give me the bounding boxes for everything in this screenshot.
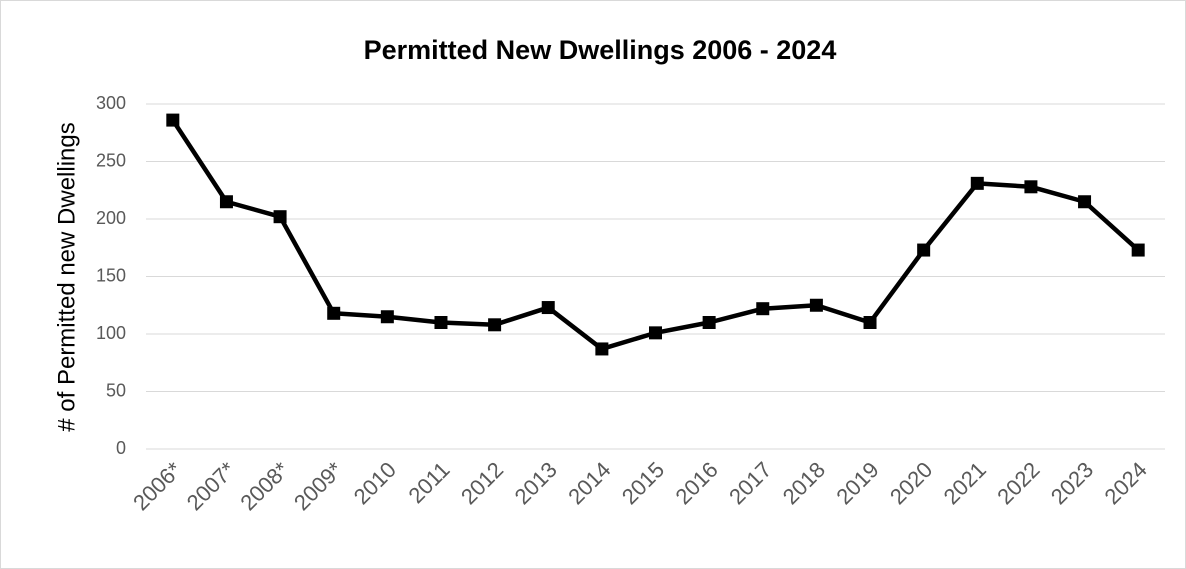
marker [917,243,931,257]
y-tick-label: 50 [106,380,126,400]
marker [702,316,716,329]
marker [488,318,502,332]
marker [1024,180,1038,194]
y-tick-label: 300 [96,93,126,113]
chart-title: Permitted New Dwellings 2006 - 2024 [364,35,837,65]
marker [595,342,609,356]
y-tick-label: 250 [96,150,126,170]
marker [219,195,233,209]
marker [166,113,180,127]
marker [649,326,662,340]
marker [970,176,984,190]
marker [327,306,341,320]
y-tick-label: 0 [116,438,126,458]
marker [863,316,877,329]
y-axis-label: # of Permitted new Dwellings [53,122,80,431]
y-tick-label: 200 [96,208,126,228]
y-tick-label: 100 [96,323,126,343]
marker [756,302,770,316]
marker [1131,243,1145,257]
marker [380,310,394,324]
marker [809,298,823,312]
marker [434,316,448,329]
marker [1078,195,1092,209]
y-tick-label: 150 [96,265,126,285]
marker [273,210,287,224]
marker [541,301,555,315]
